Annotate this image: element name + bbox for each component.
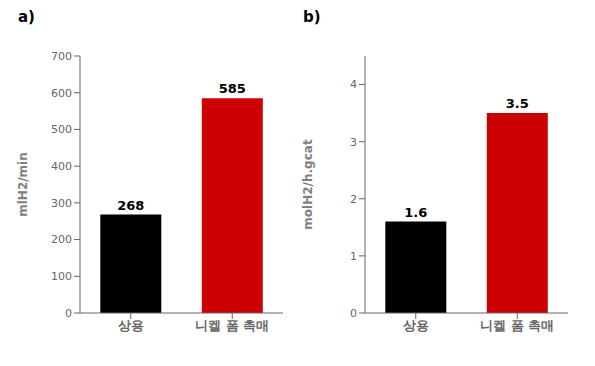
svg-text:0: 0 (350, 307, 357, 320)
svg-text:3: 3 (350, 136, 357, 149)
svg-text:400: 400 (51, 160, 72, 173)
svg-text:니켈 폼 촉매: 니켈 폼 촉매 (195, 318, 269, 333)
svg-text:1.6: 1.6 (404, 205, 427, 220)
svg-text:2: 2 (350, 193, 357, 206)
svg-text:200: 200 (51, 233, 72, 246)
svg-text:molH2/h.gcat: molH2/h.gcat (301, 139, 315, 230)
svg-text:700: 700 (51, 50, 72, 63)
svg-text:4: 4 (350, 78, 357, 91)
svg-text:600: 600 (51, 87, 72, 100)
svg-text:mlH2/min: mlH2/min (16, 152, 30, 217)
svg-text:300: 300 (51, 197, 72, 210)
svg-text:100: 100 (51, 270, 72, 283)
svg-text:상용: 상용 (118, 318, 144, 333)
svg-text:268: 268 (117, 198, 144, 213)
svg-text:3.5: 3.5 (506, 96, 529, 111)
svg-text:상용: 상용 (403, 318, 429, 333)
svg-text:0: 0 (65, 307, 72, 320)
svg-text:니켈 폼 촉매: 니켈 폼 촉매 (480, 318, 554, 333)
svg-text:585: 585 (219, 81, 246, 96)
html-text:b): b) (303, 8, 321, 26)
svg-text:500: 500 (51, 123, 72, 136)
svg-text:1: 1 (350, 250, 357, 263)
html-text:a): a) (18, 8, 35, 26)
